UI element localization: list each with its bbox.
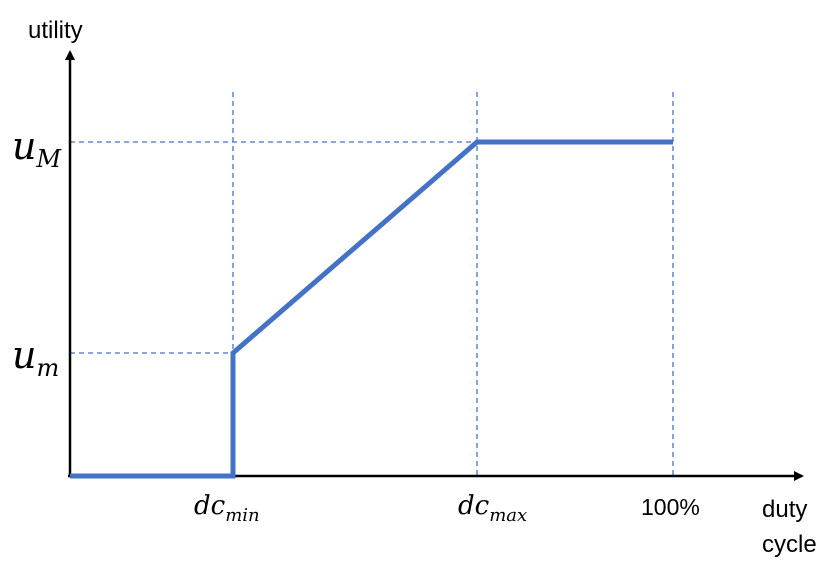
guide-lines bbox=[70, 92, 674, 476]
utility-curve bbox=[70, 139, 673, 479]
y-tick-um: um bbox=[12, 333, 59, 382]
x-tick-dcmax: dcmax bbox=[458, 491, 527, 526]
y-tick-uM: uM bbox=[12, 124, 62, 173]
y-axis-label: utility bbox=[28, 17, 83, 44]
x-tick-dcmin: dcmin bbox=[194, 491, 260, 526]
x-tick-100: 100% bbox=[641, 494, 700, 520]
x-axis-label-line1: duty bbox=[762, 496, 807, 523]
x-axis-label-line2: cycle bbox=[762, 531, 817, 558]
